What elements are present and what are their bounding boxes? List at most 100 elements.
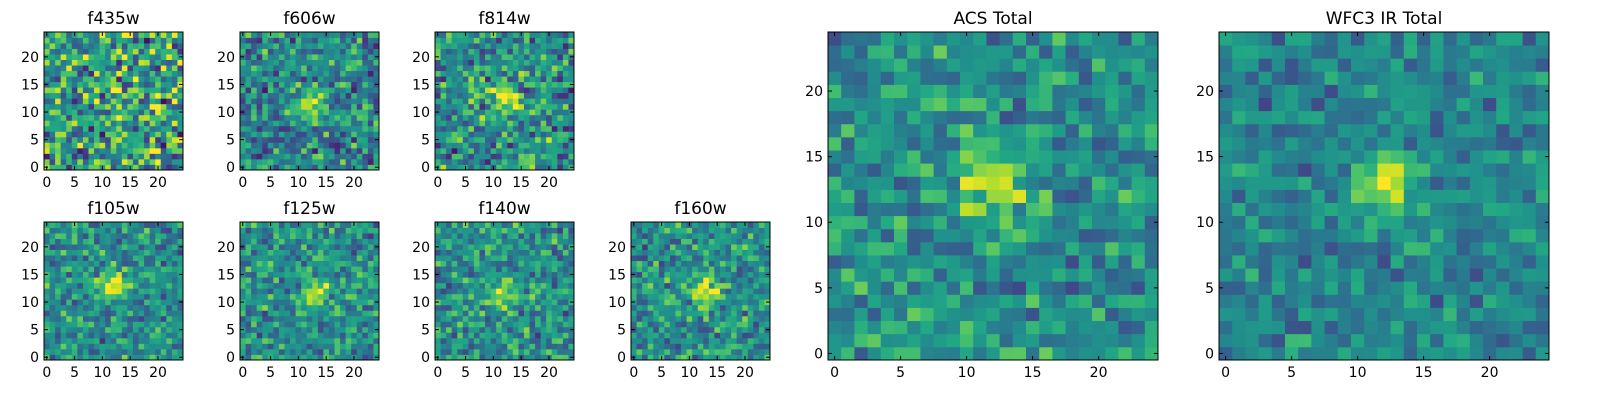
heatmap-cell bbox=[1078, 176, 1093, 190]
heatmap-cell bbox=[55, 32, 62, 38]
heatmap-cell bbox=[546, 43, 553, 49]
heatmap-cell bbox=[166, 348, 173, 355]
heatmap-cell bbox=[546, 326, 553, 333]
heatmap-cell bbox=[473, 222, 480, 228]
heatmap-cell bbox=[636, 277, 643, 284]
heatmap-cell bbox=[562, 249, 569, 256]
heatmap-cell bbox=[77, 249, 84, 256]
heatmap-cell bbox=[669, 222, 676, 228]
heatmap-cell bbox=[290, 271, 296, 278]
heatmap-cell bbox=[77, 260, 84, 267]
heatmap-cell bbox=[446, 147, 453, 154]
heatmap-cell bbox=[703, 271, 710, 278]
heatmap-cell bbox=[551, 70, 558, 77]
heatmap-cell bbox=[295, 321, 302, 328]
heatmap-cell bbox=[518, 249, 525, 256]
heatmap-cell bbox=[907, 163, 921, 177]
heatmap-cell bbox=[149, 164, 156, 171]
heatmap-cell bbox=[295, 277, 302, 284]
heatmap-cell bbox=[725, 249, 732, 256]
heatmap-cell bbox=[71, 348, 78, 355]
heatmap-cell bbox=[664, 238, 671, 245]
heatmap-cell bbox=[1039, 228, 1053, 243]
heatmap-cell bbox=[262, 70, 269, 77]
heatmap-cell bbox=[273, 103, 280, 110]
heatmap-cell bbox=[44, 70, 50, 77]
heatmap-cell bbox=[562, 98, 569, 105]
heatmap-cell bbox=[440, 43, 447, 49]
heatmap-cell bbox=[457, 271, 464, 278]
heatmap-cell bbox=[149, 142, 156, 149]
heatmap-cell bbox=[485, 92, 491, 99]
heatmap-cell bbox=[485, 147, 491, 154]
heatmap-cell bbox=[71, 109, 78, 116]
heatmap-cell bbox=[686, 288, 693, 295]
heatmap-cell bbox=[284, 76, 291, 83]
heatmap-cell bbox=[49, 164, 56, 171]
heatmap-cell bbox=[328, 266, 335, 273]
heatmap-cell bbox=[55, 54, 62, 60]
heatmap-cell bbox=[681, 354, 687, 361]
heatmap-cell bbox=[166, 136, 173, 143]
heatmap-cell bbox=[535, 164, 542, 171]
heatmap-cell bbox=[245, 37, 252, 44]
heatmap-cell bbox=[345, 48, 352, 55]
heatmap-cell bbox=[468, 337, 475, 344]
heatmap-cell bbox=[295, 147, 302, 154]
heatmap-cell bbox=[362, 125, 369, 132]
heatmap-cell bbox=[529, 244, 536, 250]
heatmap-cell bbox=[373, 120, 380, 127]
heatmap-cell bbox=[719, 277, 726, 284]
heatmap-cell bbox=[44, 277, 50, 284]
heatmap-cell bbox=[440, 65, 447, 72]
heatmap-cell bbox=[725, 304, 732, 311]
heatmap-cell bbox=[160, 65, 167, 72]
heatmap-cell bbox=[485, 260, 491, 267]
heatmap-cell bbox=[49, 114, 56, 121]
heatmap-cell bbox=[880, 228, 895, 243]
heatmap-cell bbox=[99, 337, 106, 344]
heatmap-cell bbox=[362, 299, 369, 306]
heatmap-cell bbox=[94, 131, 100, 138]
heatmap-cell bbox=[529, 326, 536, 333]
heatmap-cell bbox=[535, 343, 542, 350]
heatmap-cell bbox=[49, 304, 56, 311]
axes-frame bbox=[239, 221, 380, 361]
heatmap-cell bbox=[1012, 176, 1027, 190]
heatmap-cell bbox=[110, 87, 117, 94]
heatmap-cell bbox=[77, 332, 84, 339]
heatmap-cell bbox=[245, 98, 252, 105]
heatmap-cell bbox=[854, 163, 868, 177]
heatmap-cell bbox=[44, 282, 50, 289]
heatmap-cell bbox=[284, 233, 291, 239]
heatmap-cell bbox=[49, 282, 56, 289]
heatmap-cell bbox=[267, 244, 274, 250]
heatmap-cell bbox=[518, 310, 525, 317]
heatmap-cell bbox=[535, 326, 542, 333]
heatmap-cell bbox=[290, 87, 296, 94]
heatmap-cell bbox=[664, 260, 671, 267]
heatmap-cell bbox=[166, 233, 173, 239]
heatmap-cell bbox=[742, 282, 749, 289]
heatmap-cell bbox=[171, 282, 178, 289]
heatmap-cell bbox=[138, 343, 145, 350]
heatmap-cell bbox=[473, 76, 480, 83]
heatmap-cell bbox=[562, 153, 569, 160]
heatmap-cell bbox=[697, 315, 704, 322]
heatmap-cell bbox=[501, 288, 508, 295]
heatmap-cell bbox=[1039, 202, 1053, 217]
heatmap-cell bbox=[116, 103, 123, 110]
heatmap-cell bbox=[149, 260, 156, 267]
heatmap-cell bbox=[960, 176, 974, 190]
heatmap-cell bbox=[312, 227, 319, 234]
heatmap-cell bbox=[1144, 255, 1159, 269]
heatmap-cell bbox=[725, 266, 732, 273]
heatmap-cell bbox=[435, 158, 441, 165]
heatmap-cell bbox=[468, 348, 475, 355]
heatmap-cell bbox=[764, 233, 771, 239]
heatmap-cell bbox=[144, 142, 151, 149]
heatmap-cell bbox=[714, 321, 721, 328]
heatmap-cell bbox=[999, 150, 1014, 164]
heatmap-cell bbox=[681, 288, 687, 295]
heatmap-cell bbox=[507, 76, 514, 83]
